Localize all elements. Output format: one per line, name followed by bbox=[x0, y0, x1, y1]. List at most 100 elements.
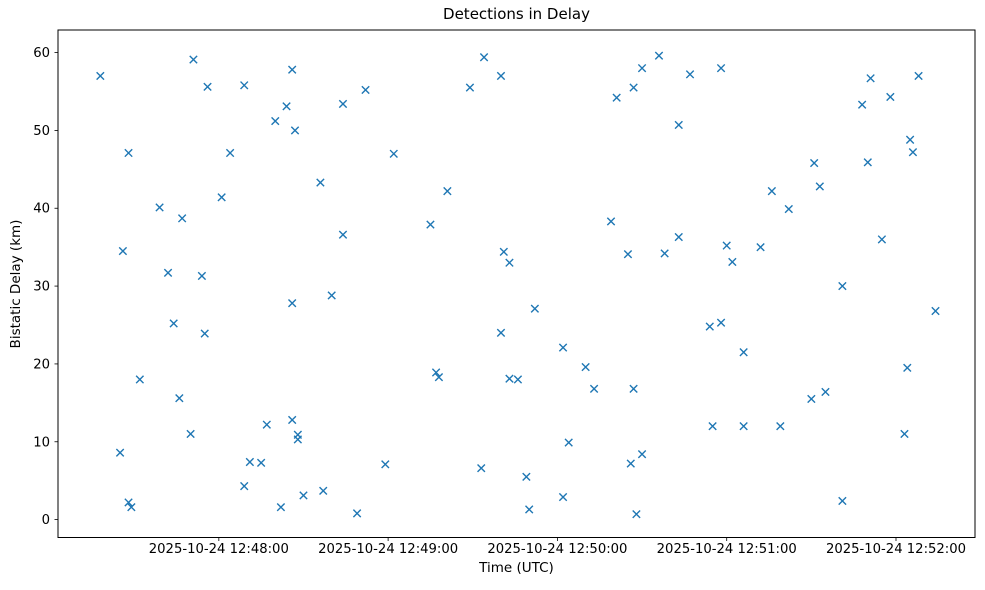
scatter-marker bbox=[931, 306, 940, 316]
scatter-marker bbox=[276, 502, 286, 512]
scatter-marker bbox=[338, 230, 348, 239]
scatter-marker bbox=[728, 257, 737, 267]
x-tick-label: 2025-10-24 12:52:00 bbox=[826, 542, 966, 557]
scatter-marker bbox=[499, 247, 508, 257]
scatter-marker bbox=[186, 429, 195, 439]
scatter-marker bbox=[903, 363, 912, 373]
scatter-marker bbox=[581, 362, 590, 372]
scatter-marker bbox=[623, 249, 633, 259]
scatter-marker bbox=[866, 74, 875, 83]
scatter-marker bbox=[299, 491, 308, 500]
scatter-marker bbox=[722, 241, 731, 250]
y-tick-label: 40 bbox=[33, 202, 50, 217]
scatter-marker bbox=[708, 421, 717, 431]
scatter-marker bbox=[716, 63, 726, 73]
scatter-marker bbox=[434, 372, 444, 382]
scatter-marker bbox=[316, 178, 325, 187]
y-tick-label: 50 bbox=[33, 124, 50, 139]
x-tick-label: 2025-10-24 12:48:00 bbox=[149, 542, 289, 557]
scatter-marker bbox=[496, 328, 506, 337]
x-tick-label: 2025-10-24 12:50:00 bbox=[487, 542, 627, 557]
scatter-marker bbox=[629, 83, 638, 92]
y-tick-label: 60 bbox=[33, 46, 50, 61]
axes-spines bbox=[57, 29, 976, 538]
scatter-marker bbox=[197, 271, 207, 281]
scatter-marker bbox=[716, 318, 726, 327]
scatter-marker bbox=[293, 435, 303, 444]
scatter-marker bbox=[513, 375, 523, 384]
scatter-marker bbox=[381, 460, 390, 469]
scatter-marker bbox=[857, 100, 867, 109]
scatter-marker bbox=[477, 464, 486, 473]
scatter-marker bbox=[705, 322, 714, 331]
scatter-marker bbox=[589, 384, 599, 394]
scatter-marker bbox=[352, 509, 362, 518]
scatter-marker bbox=[426, 220, 435, 229]
scatter-marker bbox=[169, 319, 178, 328]
scatter-marker bbox=[127, 502, 136, 512]
scatter-marker bbox=[327, 291, 336, 300]
scatter-marker bbox=[389, 149, 398, 158]
scatter-marker bbox=[135, 375, 145, 384]
scatter-marker bbox=[838, 281, 847, 291]
scatter-marker bbox=[287, 299, 297, 308]
scatter-marker bbox=[886, 92, 895, 102]
scatter-marker bbox=[807, 394, 816, 404]
scatter-marker bbox=[282, 102, 291, 111]
scatter-marker bbox=[240, 81, 249, 90]
scatter-marker bbox=[225, 148, 235, 158]
scatter-marker bbox=[479, 53, 489, 62]
scatter-marker bbox=[287, 65, 297, 74]
scatter-marker bbox=[290, 126, 300, 135]
scatter-marker bbox=[564, 438, 573, 447]
scatter-marker bbox=[240, 481, 249, 491]
scatter-marker bbox=[606, 217, 616, 226]
scatter-marker bbox=[496, 71, 506, 81]
scatter-marker bbox=[767, 186, 777, 196]
scatter-marker bbox=[914, 71, 923, 81]
scatter-marker bbox=[632, 509, 641, 519]
scatter-marker bbox=[637, 63, 647, 73]
scatter-marker bbox=[319, 486, 328, 495]
scatter-marker bbox=[809, 158, 819, 168]
scatter-marker bbox=[505, 258, 514, 267]
scatter-marker bbox=[674, 232, 683, 242]
scatter-marker bbox=[525, 505, 534, 514]
chart-title: Detections in Delay bbox=[443, 5, 590, 23]
scatter-marker bbox=[821, 387, 830, 397]
scatter-marker bbox=[756, 242, 765, 252]
scatter-marker bbox=[256, 458, 266, 467]
scatter-marker bbox=[262, 420, 271, 429]
scatter-marker bbox=[338, 99, 348, 109]
scatter-marker bbox=[660, 249, 669, 258]
x-tick-label: 2025-10-24 12:51:00 bbox=[657, 542, 797, 557]
scatter-marker bbox=[900, 429, 909, 439]
scatter-marker bbox=[637, 450, 647, 459]
scatter-marker bbox=[654, 51, 664, 60]
scatter-marker bbox=[674, 120, 683, 130]
scatter-marker bbox=[155, 203, 164, 212]
y-tick-label: 20 bbox=[33, 357, 50, 372]
scatter-marker bbox=[739, 348, 748, 357]
scatter-marker bbox=[465, 83, 475, 92]
scatter-marker bbox=[200, 329, 209, 338]
scatter-series bbox=[96, 51, 940, 519]
scatter-marker bbox=[838, 496, 847, 506]
scatter-marker bbox=[124, 148, 133, 158]
scatter-marker bbox=[96, 71, 105, 81]
y-axis-label: Bistatic Delay (km) bbox=[8, 219, 24, 349]
scatter-marker bbox=[908, 148, 918, 157]
scatter-marker bbox=[685, 70, 695, 79]
scatter-marker bbox=[558, 343, 568, 352]
x-axis-label: Time (UTC) bbox=[479, 560, 554, 576]
scatter-marker bbox=[505, 374, 514, 383]
scatter-marker bbox=[612, 93, 621, 102]
scatter-marker bbox=[361, 85, 370, 95]
scatter-marker bbox=[530, 304, 540, 313]
scatter-marker bbox=[558, 492, 568, 502]
scatter-marker bbox=[443, 186, 452, 196]
scatter-marker bbox=[863, 158, 872, 167]
scatter-marker bbox=[118, 246, 128, 256]
